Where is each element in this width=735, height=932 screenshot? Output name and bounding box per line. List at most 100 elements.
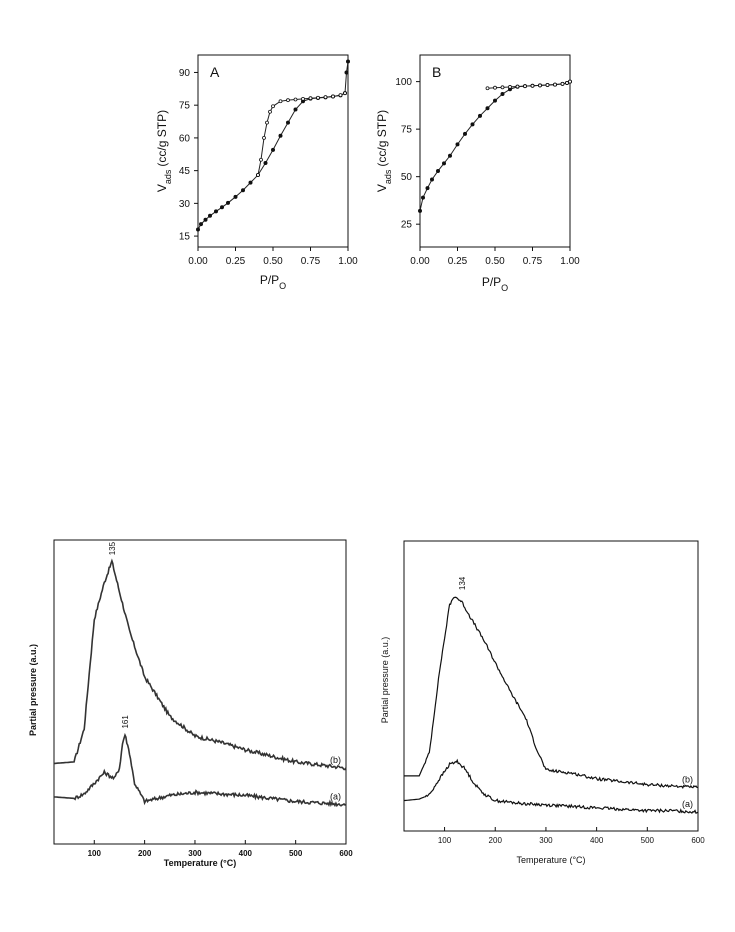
- panel-b-x-tick-label: 0.75: [523, 256, 543, 267]
- panel-b-x-axis-label: P/PO: [482, 275, 508, 293]
- panel-tpd-right-x-ticks: 100 200 300 400 500 600: [438, 827, 705, 845]
- panel-tpd-left-x-ticks: 100 200 300 400 500 600: [88, 840, 353, 858]
- panel-b-series-line-open: [487, 81, 571, 89]
- panel-a-point-filled: [270, 147, 275, 152]
- panel-a-plot-area: [195, 59, 350, 232]
- panel-a-point-open: [343, 91, 347, 96]
- panel-tpd-left-x-tick-label: 600: [339, 849, 353, 858]
- panel-a-x-tick-label: 0.00: [188, 256, 208, 267]
- panel-tpd-left-frame: [53, 539, 347, 845]
- panel-b-point-filled: [477, 113, 482, 118]
- panel-a-y-axis-label: Vads(cc/g STP): [155, 110, 173, 192]
- panel-a-x-tick-label: 1.00: [338, 256, 358, 267]
- panel-tpd-right-series-line-a: [404, 758, 699, 815]
- panel-tpd-left-series-line-b: [54, 558, 347, 771]
- panel-a-point-open: [262, 136, 266, 140]
- panel-a-point-filled: [263, 160, 268, 165]
- panel-tpd-right-x-tick-label: 600: [691, 836, 705, 845]
- panel-tpd-left-series-label-b: (b): [330, 755, 341, 765]
- panel-a-point-filled: [240, 188, 245, 193]
- panel-b-point-open: [560, 81, 565, 86]
- panel-a-point-filled: [203, 217, 208, 222]
- panel-b-point-open: [508, 85, 512, 89]
- panel-b-point-open: [493, 85, 497, 90]
- chart-panel-tpd-left: 100 200 300 400 500 600 (b) (a) 135 161 Temperat…: [28, 539, 353, 868]
- panel-tpd-right-x-tick-label: 100: [438, 836, 452, 845]
- panel-a-x-tick-label: 0.50: [263, 256, 283, 267]
- panel-tpd-left-series-line-a: [53, 732, 347, 808]
- panel-b-point-open: [523, 84, 527, 89]
- panel-tpd-left-series-label-a: (a): [330, 791, 341, 801]
- panel-b-x-tick-label: 0.00: [410, 256, 430, 267]
- panel-b-point-filled: [417, 208, 422, 213]
- panel-a-y-tick-label: 90: [179, 68, 191, 79]
- chart-panel-tpd-right: 100 200 300 400 500 600 (b) (a) 134 Temperature…: [380, 540, 705, 865]
- panel-tpd-right-plot-area: (b) (a) 134: [404, 576, 699, 815]
- panel-a-point-open: [301, 96, 305, 101]
- panel-b-x-tick-label: 1.00: [560, 256, 580, 267]
- panel-b-point-open: [553, 82, 557, 87]
- panel-b-x-tick-label: 0.50: [485, 256, 505, 267]
- panel-a-x-tick-label: 0.75: [301, 256, 321, 267]
- panel-tpd-right-x-tick-label: 400: [590, 836, 604, 845]
- panel-a-point-filled: [233, 194, 238, 199]
- panel-b-point-filled: [462, 131, 467, 136]
- panel-a-point-open: [265, 120, 269, 125]
- panel-b-point-filled: [441, 161, 446, 166]
- panel-b-point-filled: [500, 91, 505, 96]
- panel-a-x-ticks: 0.00 0.25 0.50 0.75 1.00: [188, 247, 358, 267]
- panel-b-point-filled: [455, 142, 460, 147]
- panel-tpd-left-y-axis-label: Partial pressure (a.u.): [28, 644, 38, 736]
- panel-b-point-open: [538, 83, 542, 88]
- panel-b-point-filled: [429, 177, 434, 182]
- chart-panel-b: B 0.00 0.25 0.50 0.75 1.00 25 50 75 100 P/PO Va…: [375, 54, 580, 293]
- panel-a-point-filled: [293, 107, 298, 112]
- panel-a-y-tick-label: 60: [179, 133, 191, 144]
- panel-tpd-left-x-tick-label: 100: [88, 849, 102, 858]
- panel-a-point-open: [316, 95, 320, 100]
- panel-b-plot-area: [417, 79, 573, 213]
- panel-tpd-right-frame: [403, 540, 699, 832]
- panel-b-label: B: [432, 64, 441, 80]
- panel-a-x-tick-label: 0.25: [226, 256, 246, 267]
- panel-a-point-open: [271, 104, 275, 109]
- panel-a-point-filled: [207, 213, 212, 218]
- panel-tpd-right-series-label-a: (a): [682, 799, 693, 809]
- panel-b-point-filled: [485, 106, 490, 111]
- panel-b-point-open: [515, 84, 520, 89]
- panel-a-point-open: [331, 94, 335, 99]
- panel-b-x-tick-label: 0.25: [448, 256, 468, 267]
- panel-a-y-tick-label: 15: [179, 232, 191, 243]
- panel-a-point-filled: [195, 227, 200, 232]
- panel-tpd-right-y-axis-label: Partial pressure (a.u.): [380, 637, 390, 724]
- panel-tpd-right-x-tick-label: 500: [641, 836, 655, 845]
- panel-a-point-open: [286, 98, 290, 103]
- panel-b-y-tick-label: 75: [401, 125, 413, 136]
- panel-a-x-axis-label: P/PO: [260, 273, 286, 291]
- panel-tpd-left-x-tick-label: 400: [239, 849, 253, 858]
- panel-b-x-ticks: 0.00 0.25 0.50 0.75 1.00: [410, 247, 580, 267]
- panel-a-point-open: [293, 97, 298, 102]
- panel-b-y-ticks: 25 50 75 100: [395, 77, 420, 231]
- panel-tpd-right-x-tick-label: 300: [539, 836, 553, 845]
- panel-a-point-filled: [248, 180, 253, 185]
- panel-a-point-filled: [213, 209, 218, 214]
- panel-a-y-ticks: 15 30 45 60 75 90: [179, 68, 198, 243]
- panel-tpd-right-peak-annotation: 134: [458, 576, 467, 590]
- panel-b-y-axis-label: Vads(cc/g STP): [375, 110, 393, 192]
- panel-a-y-tick-label: 75: [179, 101, 191, 112]
- panel-a-point-filled: [219, 205, 224, 210]
- panel-tpd-left-x-tick-label: 300: [188, 849, 202, 858]
- panel-b-point-filled: [447, 153, 452, 158]
- panel-b-point-open: [500, 85, 505, 90]
- panel-a-label: A: [210, 64, 220, 80]
- panel-a-series-line-open: [257, 92, 346, 176]
- panel-b-point-open: [485, 86, 490, 91]
- panel-a-point-filled: [345, 59, 350, 64]
- panel-a-point-open: [278, 99, 283, 104]
- panel-a-y-tick-label: 45: [179, 166, 191, 177]
- panel-b-y-tick-label: 25: [401, 220, 413, 231]
- panel-tpd-left-peak-annotation: 135: [108, 541, 117, 555]
- panel-tpd-left-plot-area: (b) (a) 135 161: [53, 541, 347, 808]
